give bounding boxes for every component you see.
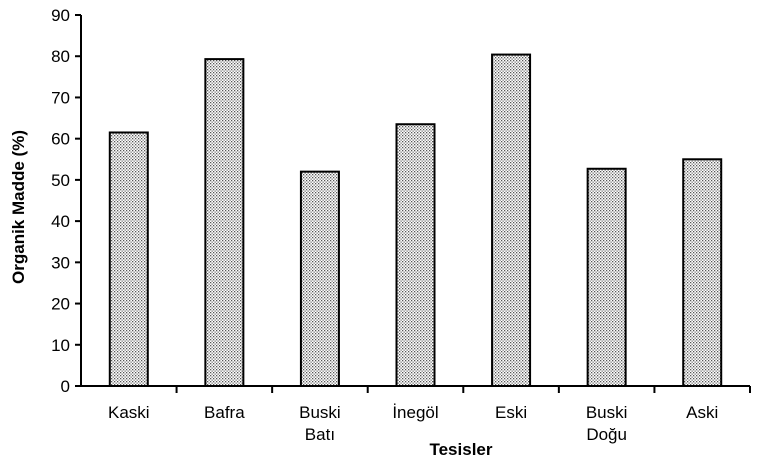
y-axis-title: Organik Madde (%) [9, 130, 28, 284]
x-tick-label: İnegöl [392, 403, 438, 422]
x-tick-label: Buski Batı [299, 403, 341, 444]
bars [108, 53, 723, 387]
x-tick-label: Aski [686, 403, 718, 422]
x-axis-ticks: Kaski Bafra Buski Batı İnegöl Eski Buski Doğu As… [108, 386, 751, 444]
y-tick-label: 80 [51, 47, 70, 66]
bar [586, 167, 627, 387]
bar [395, 123, 436, 387]
x-tick-label: Kaski [108, 403, 150, 422]
y-tick-label: 60 [51, 130, 70, 149]
y-tick-label: 50 [51, 171, 70, 190]
x-tick-label: Buski Doğu [586, 403, 628, 444]
bar [682, 158, 723, 387]
y-tick-label: 0 [61, 377, 70, 396]
x-tick-label: Eski [495, 403, 527, 422]
y-axis-ticks: 0 10 20 30 40 50 60 70 80 90 [51, 6, 81, 396]
bar [204, 58, 245, 387]
bar [491, 53, 532, 387]
y-tick-label: 10 [51, 336, 70, 355]
y-tick-label: 20 [51, 295, 70, 314]
y-tick-label: 70 [51, 88, 70, 107]
bar [299, 170, 340, 387]
x-tick-label: Bafra [204, 403, 245, 422]
y-tick-label: 30 [51, 253, 70, 272]
bar [108, 131, 149, 387]
y-tick-label: 90 [51, 6, 70, 25]
x-axis-title: Tesisler [429, 440, 492, 459]
y-tick-label: 40 [51, 212, 70, 231]
